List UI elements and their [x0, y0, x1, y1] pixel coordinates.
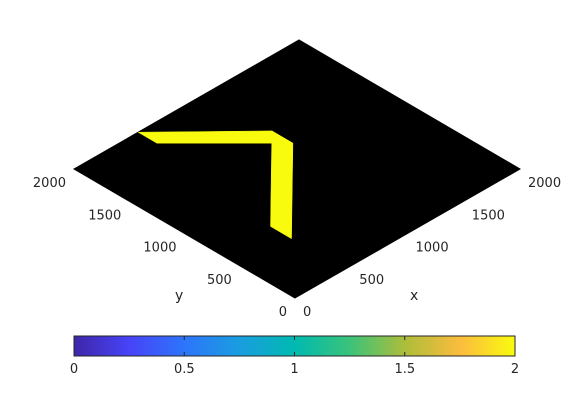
- y-tick-label: 500: [207, 273, 232, 288]
- x-tick-labels: 0 500 1000 1500 2000: [303, 176, 561, 320]
- colorbar-tick-label: 1: [290, 362, 298, 377]
- colorbar-tick-label: 1.5: [394, 362, 415, 377]
- x-tick-label: 0: [303, 305, 311, 320]
- colorbar: [73, 335, 516, 357]
- axes: [73, 39, 521, 299]
- colorbar-tick-label: 2: [511, 362, 519, 377]
- shape-region-1: [270, 130, 294, 240]
- colorbar-tick-label: 0.5: [174, 362, 195, 377]
- surface-background: [73, 39, 521, 299]
- shape-region-0: [137, 130, 294, 144]
- y-axis-label: y: [175, 288, 183, 304]
- colorbar-tick-label: 0: [70, 362, 78, 377]
- y-tick-label: 1500: [88, 208, 121, 223]
- x-tick-label: 1500: [472, 208, 505, 223]
- colorbar-tick-labels: 0 0.5 1 1.5 2: [70, 362, 519, 377]
- y-tick-label: 1000: [143, 241, 176, 256]
- x-axis-label: x: [410, 288, 418, 304]
- x-tick-label: 500: [359, 273, 384, 288]
- y-tick-labels: 0 500 1000 1500 2000: [33, 176, 287, 320]
- y-tick-label: 0: [279, 305, 287, 320]
- x-tick-label: 1000: [416, 241, 449, 256]
- x-tick-label: 2000: [528, 176, 561, 191]
- y-tick-label: 2000: [33, 176, 66, 191]
